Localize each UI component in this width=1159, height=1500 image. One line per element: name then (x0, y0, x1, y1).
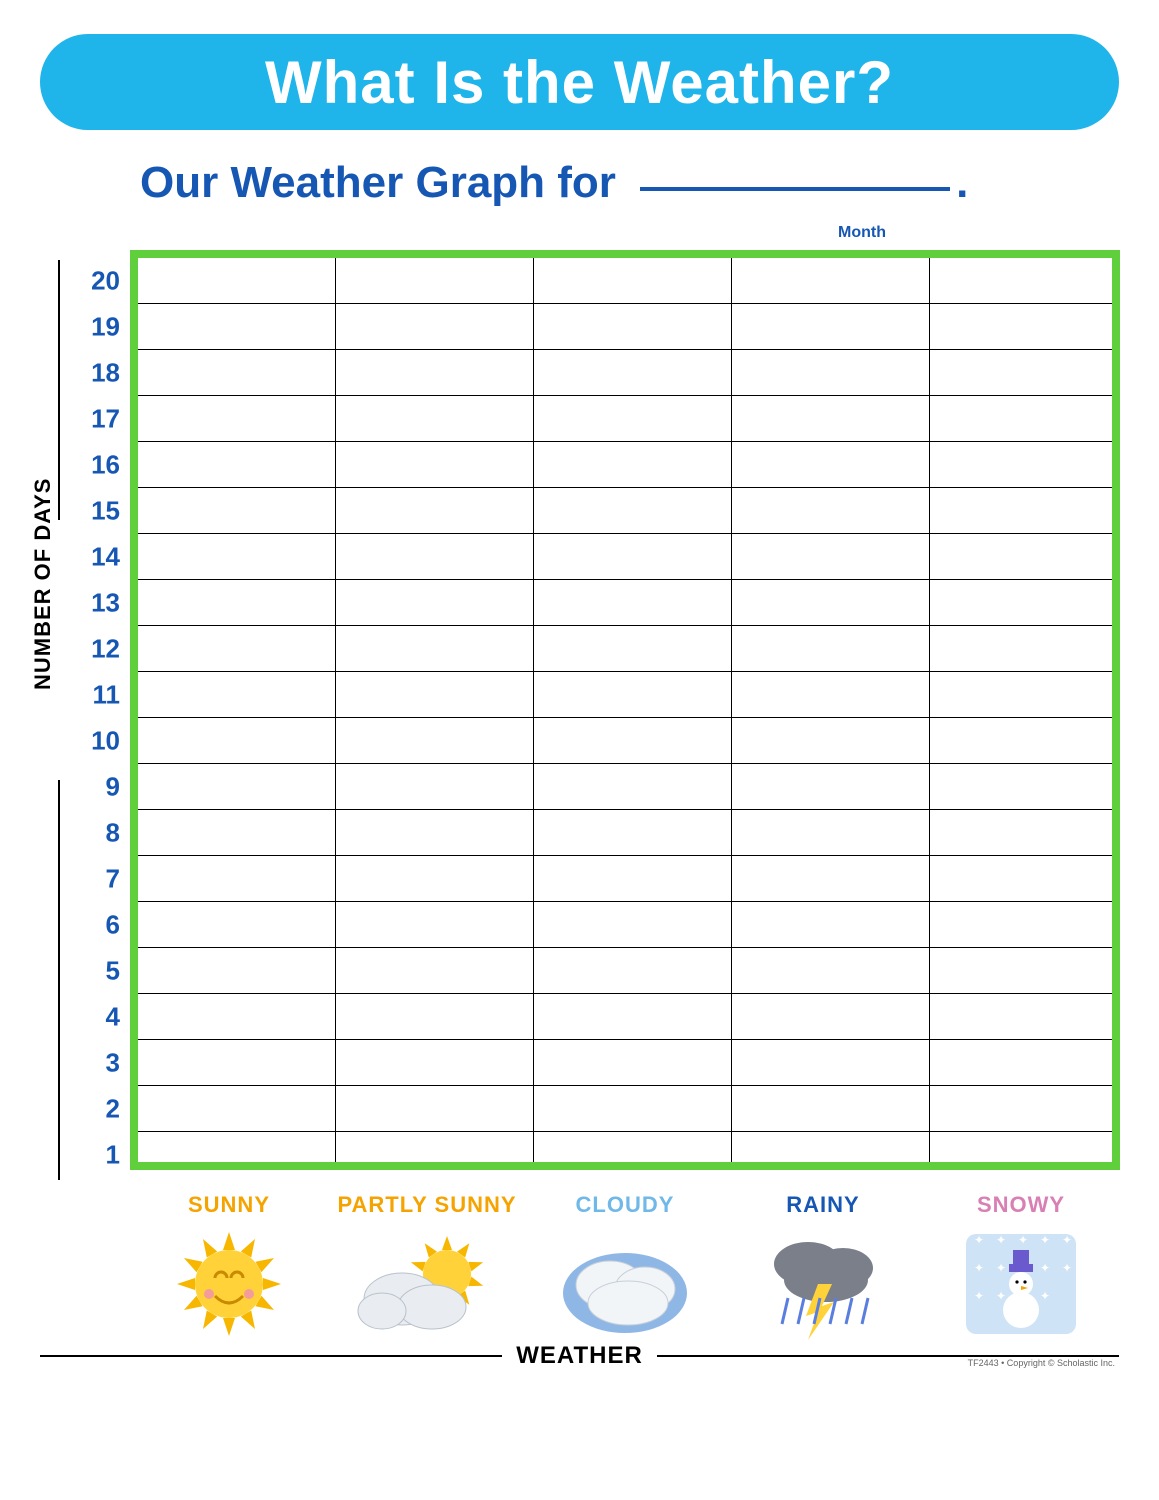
y-tick: 16 (68, 450, 120, 481)
y-tick: 12 (68, 634, 120, 665)
y-tick: 3 (68, 1048, 120, 1079)
y-tick: 14 (68, 542, 120, 573)
y-tick: 2 (68, 1094, 120, 1125)
category-label: PARTLY SUNNY (328, 1192, 526, 1218)
y-tick: 13 (68, 588, 120, 619)
snow-icon: ✦✦✦✦✦✦✦✦✦✦✦✦✦✦ (922, 1224, 1120, 1344)
category-snow: SNOWY ✦✦✦✦✦✦✦✦✦✦✦✦✦✦ (922, 1192, 1120, 1344)
category-label: CLOUDY (526, 1192, 724, 1218)
subtitle-text: Our Weather Graph for (140, 158, 628, 208)
svg-text:✦: ✦ (1018, 1233, 1028, 1247)
svg-text:✦: ✦ (974, 1289, 984, 1303)
rain-icon (724, 1224, 922, 1344)
category-rain: RAINY (724, 1192, 922, 1344)
category-partly: PARTLY SUNNY (328, 1192, 526, 1344)
svg-text:✦: ✦ (1040, 1261, 1050, 1275)
subtitle-period: . (956, 158, 968, 208)
category-label: SUNNY (130, 1192, 328, 1218)
y-axis-title: NUMBER OF DAYS (30, 478, 56, 690)
y-tick: 8 (68, 818, 120, 849)
category-cloud: CLOUDY (526, 1192, 724, 1344)
svg-text:✦: ✦ (996, 1261, 1006, 1275)
y-tick: 15 (68, 496, 120, 527)
y-axis-rule-top (58, 260, 60, 520)
svg-text:✦: ✦ (1040, 1289, 1050, 1303)
y-tick: 7 (68, 864, 120, 895)
month-blank[interactable] (640, 187, 950, 191)
subtitle: Our Weather Graph for . (140, 158, 1119, 228)
y-tick: 19 (68, 312, 120, 343)
svg-text:✦: ✦ (996, 1289, 1006, 1303)
svg-text:✦: ✦ (1062, 1261, 1072, 1275)
title-pill: What Is the Weather? (40, 34, 1119, 130)
category-row: SUNNY PARTLY SUNNY CLOUDY (130, 1192, 1120, 1344)
svg-text:✦: ✦ (974, 1233, 984, 1247)
svg-text:✦: ✦ (996, 1233, 1006, 1247)
category-sun: SUNNY (130, 1192, 328, 1344)
cloud-icon (526, 1224, 724, 1344)
y-tick: 6 (68, 910, 120, 941)
y-tick: 18 (68, 358, 120, 389)
y-tick: 5 (68, 956, 120, 987)
footer-note: TF2443 • Copyright © Scholastic Inc. (968, 1358, 1115, 1368)
y-tick: 17 (68, 404, 120, 435)
x-axis-rule-right (657, 1355, 1119, 1357)
category-label: SNOWY (922, 1192, 1120, 1218)
y-tick: 11 (68, 680, 120, 711)
month-label: Month (838, 224, 886, 242)
sun-icon (130, 1224, 328, 1344)
x-axis-bar: WEATHER (40, 1342, 1119, 1370)
category-label: RAINY (724, 1192, 922, 1218)
chart-grid (130, 250, 1120, 1170)
y-tick: 20 (68, 266, 120, 297)
y-tick: 4 (68, 1002, 120, 1033)
y-axis-rule-bot (58, 780, 60, 1180)
svg-text:✦: ✦ (1040, 1233, 1050, 1247)
x-axis-title: WEATHER (502, 1342, 657, 1370)
y-tick: 9 (68, 772, 120, 803)
y-tick: 10 (68, 726, 120, 757)
svg-text:✦: ✦ (1062, 1233, 1072, 1247)
x-axis-rule-left (40, 1355, 502, 1357)
page-title: What Is the Weather? (265, 48, 894, 117)
y-tick: 1 (68, 1140, 120, 1171)
svg-text:✦: ✦ (974, 1261, 984, 1275)
partly-icon (328, 1224, 526, 1344)
